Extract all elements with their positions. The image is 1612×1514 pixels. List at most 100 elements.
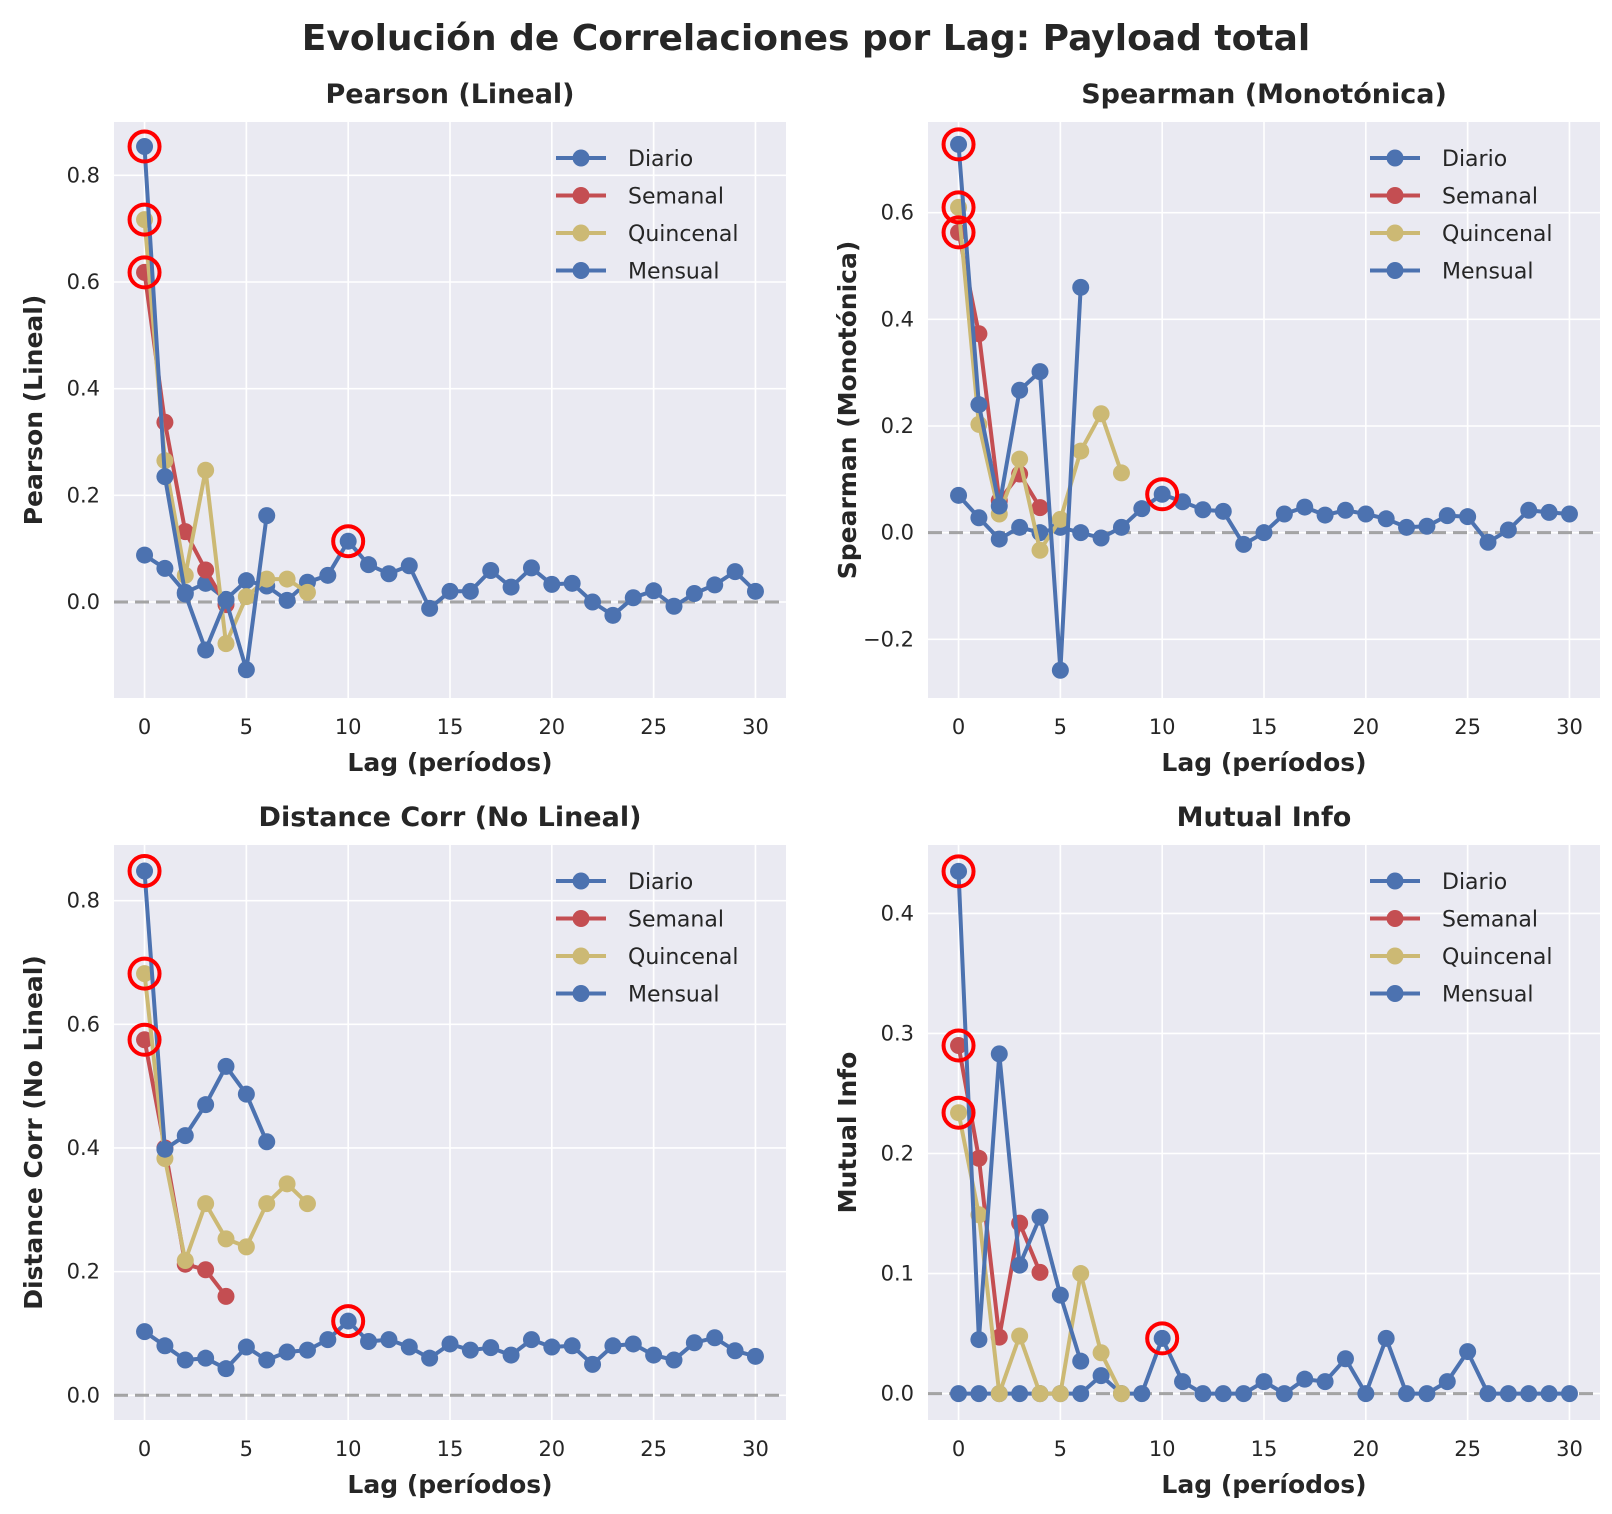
data-point	[563, 1337, 581, 1355]
data-point	[1275, 505, 1293, 523]
data-point	[197, 1195, 215, 1213]
data-point	[156, 1337, 174, 1355]
data-point	[339, 532, 357, 550]
data-point	[197, 1096, 215, 1114]
series-diario	[136, 1312, 764, 1378]
data-point	[950, 1385, 968, 1403]
highlight-ring	[941, 1095, 976, 1130]
data-point	[726, 1342, 744, 1360]
data-point	[441, 582, 459, 600]
data-point	[950, 1036, 968, 1054]
data-point	[746, 1347, 764, 1365]
data-point	[1011, 518, 1029, 536]
data-point	[645, 582, 663, 600]
data-point	[1316, 506, 1334, 524]
data-point	[1133, 1385, 1151, 1403]
data-point	[543, 1338, 561, 1356]
y-tick-label: 0.0	[67, 1383, 100, 1407]
data-point	[1296, 498, 1314, 516]
highlight-ring	[941, 127, 976, 162]
data-point	[1336, 501, 1354, 519]
data-point	[237, 588, 255, 606]
legend-label: Diario	[1442, 147, 1507, 172]
data-point	[176, 523, 194, 541]
legend-label: Mensual	[628, 260, 719, 285]
data-point	[1275, 1385, 1293, 1403]
data-point	[522, 559, 540, 577]
legend-marker	[572, 947, 590, 965]
figure-title: Evolución de Correlaciones por Lag: Payl…	[302, 18, 1310, 59]
data-point	[258, 1351, 276, 1369]
data-point	[258, 1195, 276, 1213]
data-point	[1560, 505, 1578, 523]
data-point	[237, 661, 255, 679]
data-point	[584, 1355, 602, 1373]
data-point	[1459, 508, 1477, 526]
data-point	[970, 509, 988, 527]
data-point	[685, 1334, 703, 1352]
y-axis-label: Pearson (Lineal)	[19, 295, 48, 526]
highlight-ring	[127, 202, 162, 237]
data-point	[1011, 450, 1029, 468]
data-point	[258, 1133, 276, 1151]
legend-item-mensual: Mensual	[1370, 260, 1533, 285]
series-quincenal	[136, 965, 316, 1269]
data-point	[584, 593, 602, 611]
x-axis-label: Lag (períodos)	[347, 1470, 552, 1499]
data-point	[1031, 1263, 1049, 1281]
data-point	[461, 582, 479, 600]
x-tick-label: 10	[1149, 715, 1176, 739]
data-point	[278, 570, 296, 588]
data-point	[1499, 1385, 1517, 1403]
series-group	[127, 853, 764, 1378]
data-point	[319, 566, 337, 584]
data-point	[278, 1343, 296, 1361]
x-tick-label: 20	[1352, 1437, 1379, 1461]
legend-label: Quincenal	[628, 222, 738, 247]
subplot-title: Spearman (Monotónica)	[1081, 79, 1447, 110]
y-tick-label: 0.6	[67, 270, 100, 294]
data-point	[1479, 1385, 1497, 1403]
data-point	[1031, 499, 1049, 517]
data-point	[1011, 381, 1029, 399]
legend-marker	[1386, 910, 1404, 927]
data-point	[1398, 1385, 1416, 1403]
data-point	[1011, 1327, 1029, 1345]
subplot-title: Mutual Info	[1177, 802, 1352, 833]
data-point	[258, 507, 276, 525]
data-point	[1072, 1352, 1090, 1370]
data-point	[1520, 501, 1538, 519]
legend-marker	[1386, 872, 1404, 890]
y-tick-label: 0.6	[67, 1012, 100, 1036]
legend-item-semanal: Semanal	[556, 185, 724, 210]
x-tick-label: 10	[335, 1437, 362, 1461]
series-group	[127, 129, 764, 679]
data-point	[950, 862, 968, 880]
legend-marker	[1386, 187, 1404, 204]
data-point	[970, 396, 988, 414]
data-point	[1072, 278, 1090, 296]
data-point	[1255, 524, 1273, 542]
data-point	[1153, 485, 1171, 503]
legend-item-diario: Diario	[556, 870, 693, 895]
data-point	[1051, 1286, 1069, 1304]
data-point	[1031, 1385, 1049, 1403]
subplot-title: Pearson (Lineal)	[325, 79, 574, 110]
legend-marker	[1386, 985, 1404, 1002]
data-point	[645, 1346, 663, 1364]
legend-item-mensual: Mensual	[556, 983, 719, 1008]
highlight-ring	[1145, 1321, 1180, 1356]
data-point	[298, 1341, 316, 1359]
data-point	[604, 1337, 622, 1355]
y-tick-label: 0.2	[881, 1142, 914, 1166]
y-axis-label: Distance Corr (No Lineal)	[19, 955, 48, 1310]
legend-label: Mensual	[1442, 260, 1533, 285]
data-point	[1174, 1373, 1192, 1391]
x-tick-label: 0	[138, 1437, 151, 1461]
highlight-ring	[127, 129, 162, 164]
y-tick-label: 0.8	[67, 889, 100, 913]
data-point	[1072, 1385, 1090, 1403]
data-point	[1051, 661, 1069, 679]
data-point	[1459, 1343, 1477, 1361]
data-point	[1316, 1373, 1334, 1391]
